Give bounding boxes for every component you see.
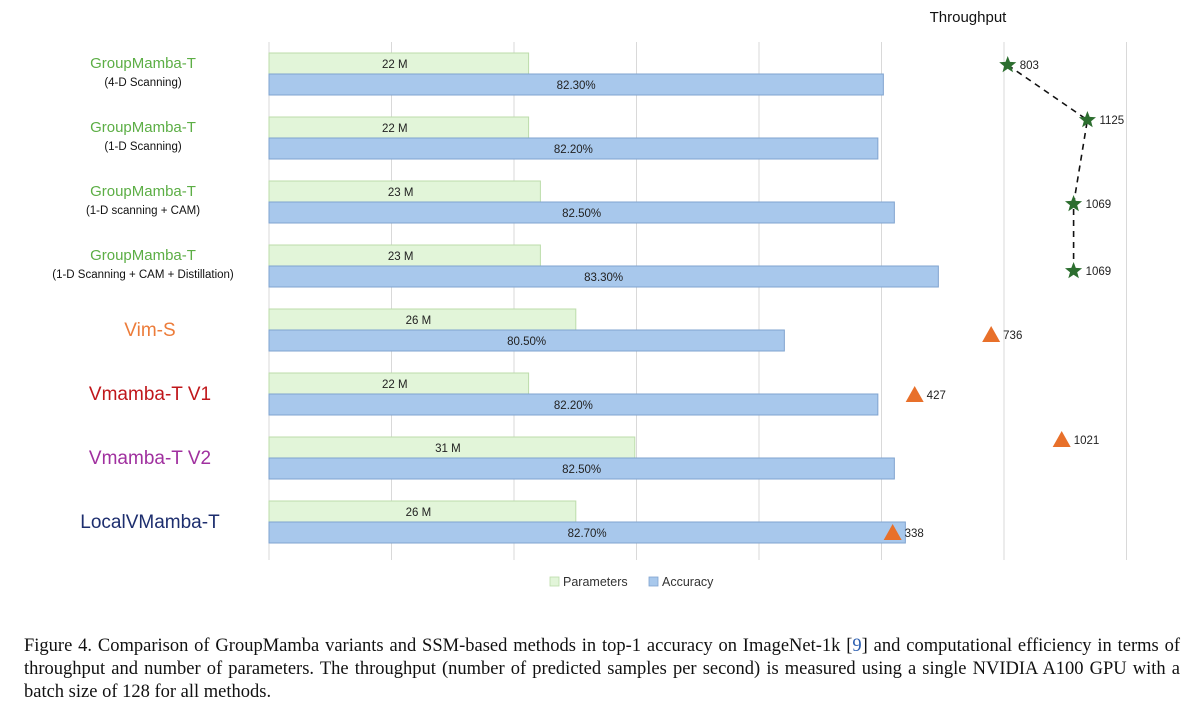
throughput-value-label: 1069 [1086, 199, 1112, 211]
category-label: GroupMamba-T [90, 55, 196, 72]
category-label: LocalVMamba-T [80, 512, 220, 533]
throughput-value-label: 427 [927, 390, 946, 402]
category-sublabel: (1-D Scanning + CAM + Distillation) [52, 269, 234, 281]
throughput-connector-line [1007, 64, 1089, 271]
accuracy-bar-label: 82.20% [554, 400, 593, 412]
parameters-bar-label: 23 M [388, 187, 414, 199]
throughput-value-label: 803 [1020, 60, 1039, 72]
parameters-bar-label: 23 M [388, 251, 414, 263]
legend: Parameters Accuracy [549, 575, 714, 589]
accuracy-bar-label: 80.50% [507, 336, 546, 348]
accuracy-bar [268, 201, 895, 224]
throughput-triangle-marker [1052, 431, 1071, 447]
throughput-panel: Throughput 803 1125 1069 1069 736 427 1021 338 [883, 9, 1124, 540]
accuracy-bar-label: 82.50% [562, 464, 601, 476]
throughput-value-label: 1021 [1074, 435, 1100, 447]
parameters-bar-label: 31 M [435, 443, 461, 455]
category-labels: GroupMamba-T (4-D Scanning) GroupMamba-T (1… [52, 55, 234, 533]
throughput-value-label: 1069 [1086, 266, 1112, 278]
accuracy-bar-label: 82.30% [557, 80, 596, 92]
accuracy-bar [268, 329, 785, 352]
category-label: Vmamba-T V1 [89, 384, 211, 405]
category-label: GroupMamba-T [90, 183, 196, 200]
accuracy-bar [268, 73, 884, 96]
accuracy-bar-label: 82.50% [562, 208, 601, 220]
throughput-title: Throughput [930, 9, 1008, 26]
category-label: GroupMamba-T [90, 119, 196, 136]
throughput-triangle-marker [905, 386, 924, 402]
throughput-triangle-marker [982, 326, 1001, 342]
category-sublabel: (4-D Scanning) [104, 77, 182, 89]
throughput-value-label: 1125 [1099, 115, 1124, 127]
throughput-star-marker [1065, 262, 1083, 279]
category-label: Vmamba-T V2 [89, 448, 211, 469]
accuracy-bar-label: 82.20% [554, 144, 593, 156]
caption-reference-link[interactable]: 9 [852, 636, 862, 656]
accuracy-bar-label: 83.30% [584, 272, 623, 284]
accuracy-bar [268, 521, 906, 544]
throughput-value-label: 736 [1003, 330, 1022, 342]
caption-text-2: ] and computational efficiency in terms … [24, 636, 1180, 702]
accuracy-bar [268, 457, 895, 480]
throughput-value-label: 338 [905, 528, 924, 540]
parameters-bar-label: 26 M [406, 507, 432, 519]
accuracy-bar-label: 82.70% [568, 528, 607, 540]
legend-swatch [648, 576, 659, 587]
throughput-triangle-marker [883, 524, 902, 540]
throughput-star-marker [1078, 111, 1096, 128]
parameters-bar-label: 26 M [406, 315, 432, 327]
throughput-star-marker [1065, 195, 1083, 212]
accuracy-bar [268, 137, 879, 160]
category-sublabel: (1-D scanning + CAM) [86, 205, 200, 217]
bars: 22 M 82.30% 22 M 82.20% 23 M 82.50% 23 M 83.30%… [268, 52, 939, 544]
legend-label: Accuracy [662, 575, 714, 589]
category-label: GroupMamba-T [90, 247, 196, 264]
legend-label: Parameters [563, 575, 628, 589]
parameters-bar-label: 22 M [382, 123, 408, 135]
legend-swatch [549, 576, 560, 587]
category-sublabel: (1-D Scanning) [104, 141, 182, 153]
parameters-bar-label: 22 M [382, 59, 408, 71]
figure-caption: Figure 4. Comparison of GroupMamba varia… [24, 635, 1180, 704]
accuracy-bar [268, 265, 939, 288]
category-label: Vim-S [124, 320, 175, 341]
parameters-bar-label: 22 M [382, 379, 408, 391]
throughput-star-marker [999, 56, 1017, 73]
caption-text-1: Figure 4. Comparison of GroupMamba varia… [24, 636, 853, 656]
accuracy-bar [268, 393, 879, 416]
comparison-chart: 22 M 82.30% 22 M 82.20% 23 M 82.50% 23 M 83.30%… [52, 9, 1127, 589]
